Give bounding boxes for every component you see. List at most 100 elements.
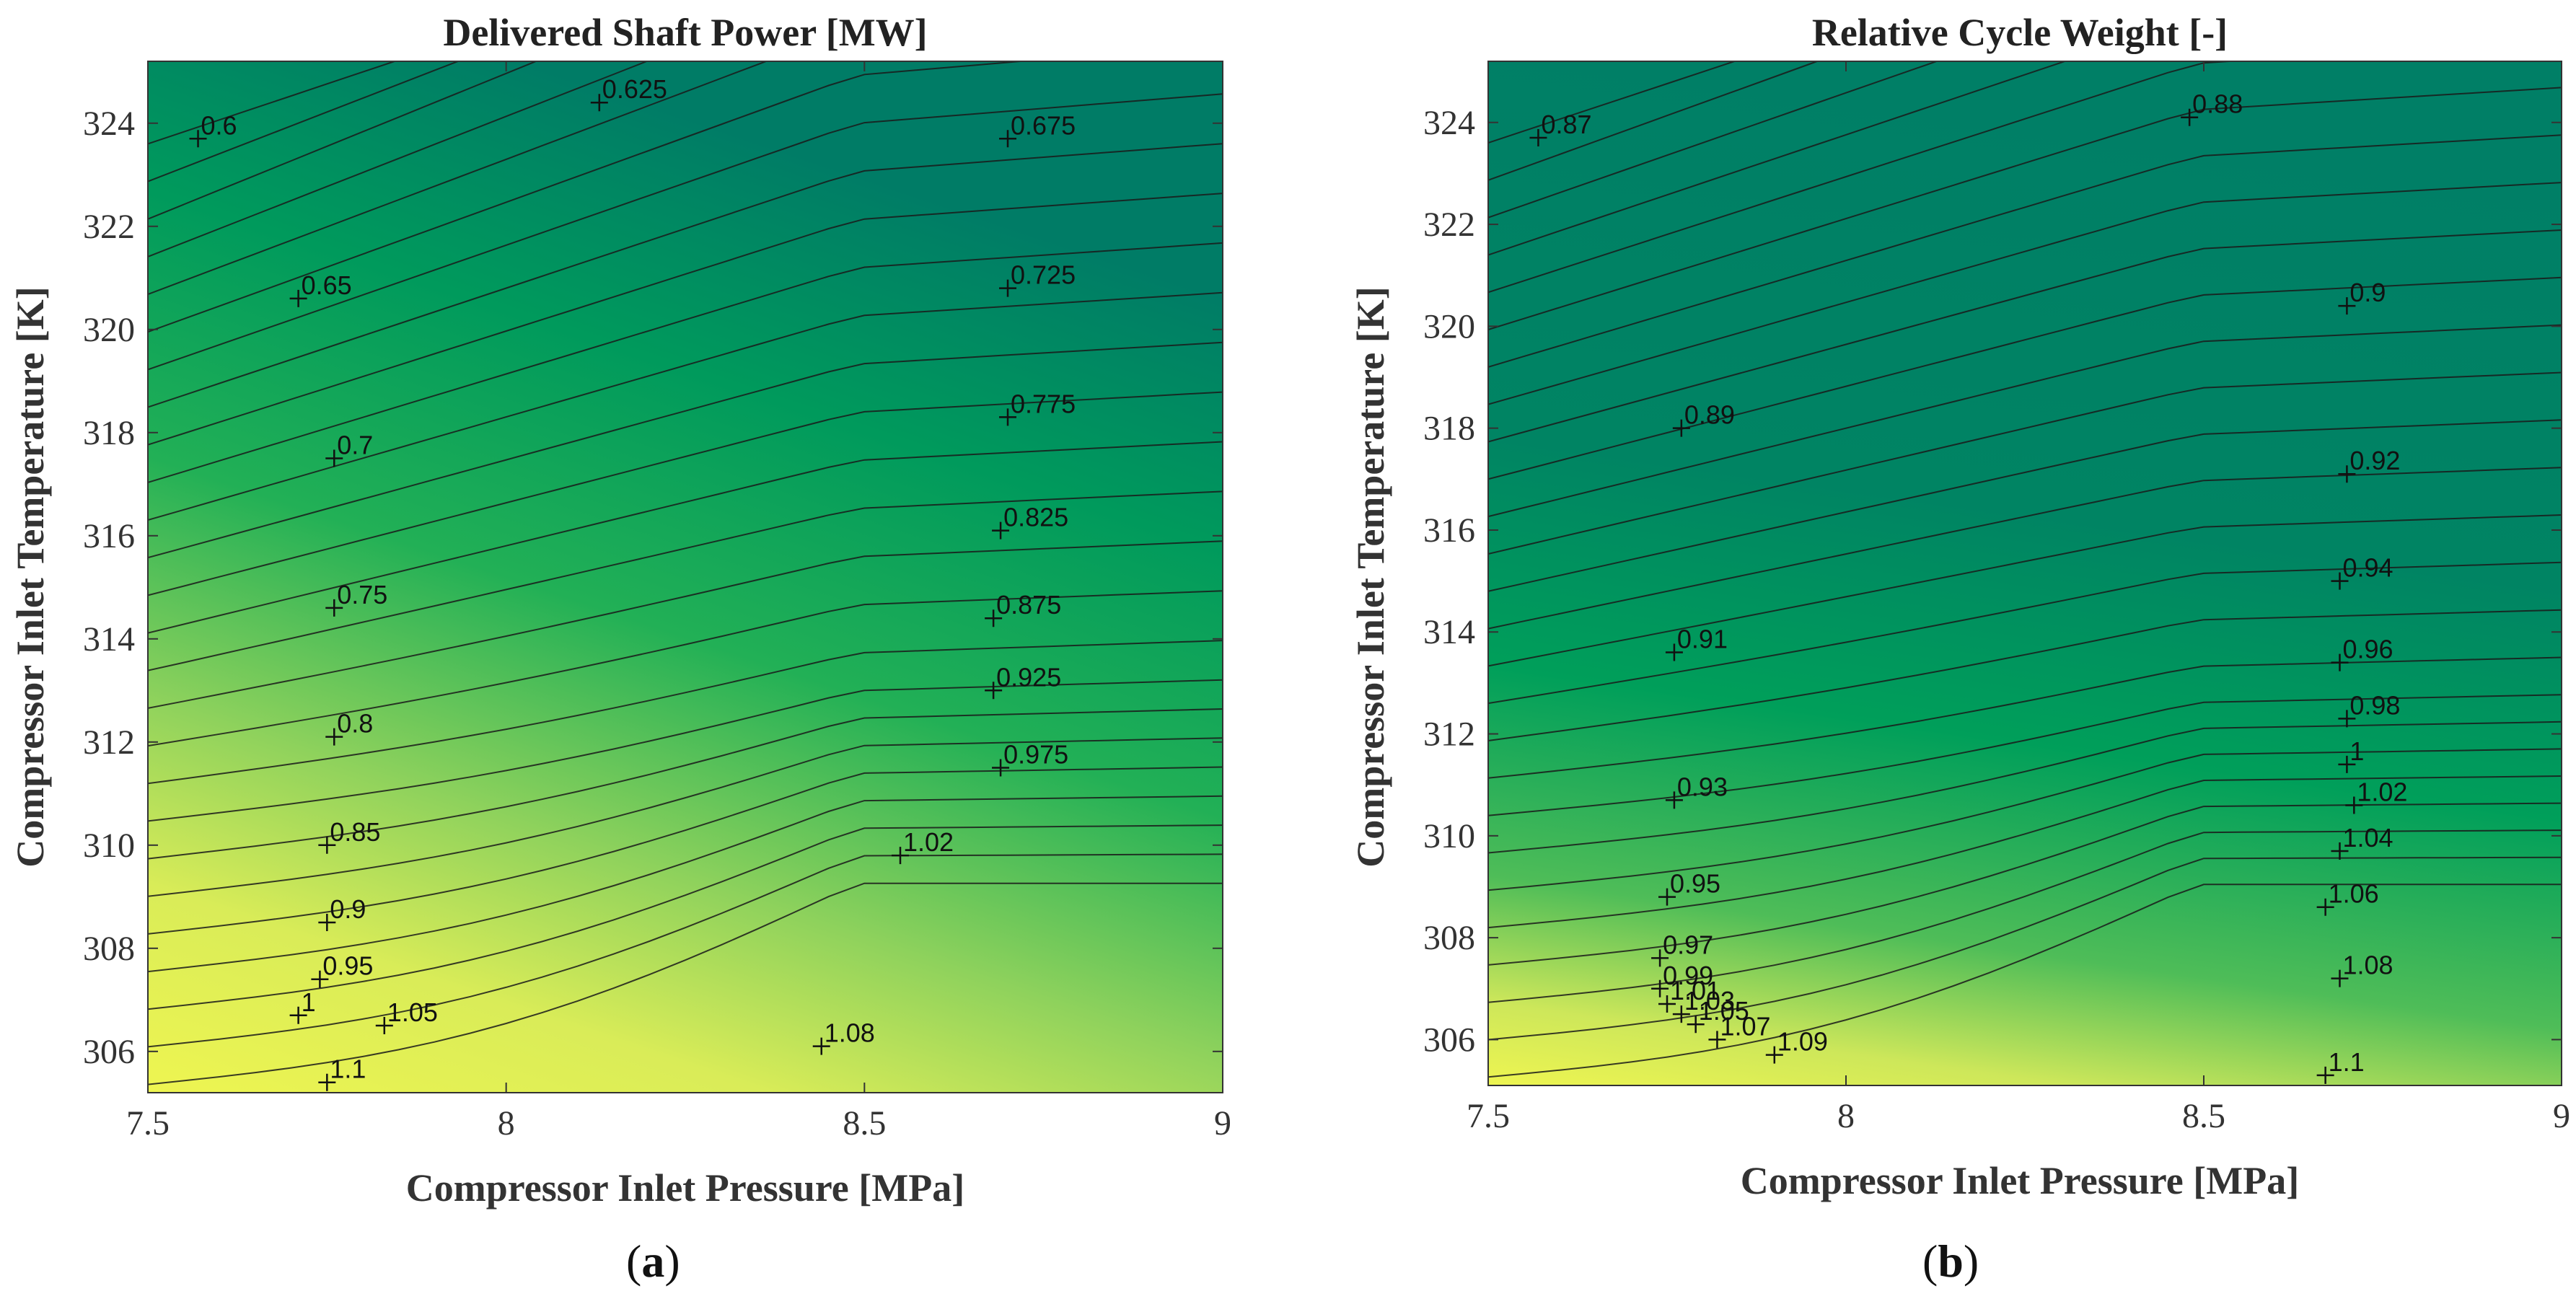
contour-line	[148, 640, 1223, 785]
contour-label: 0.675	[1011, 110, 1076, 140]
contour-label: 0.825	[1003, 503, 1068, 532]
contour-line	[1488, 609, 2562, 741]
contour-label: 1.05	[1699, 996, 1749, 1026]
contour-labels-b: 0.87 0.88 0.9 0.89 0.92 0.94 0.91 0.96 0.98 1 0.93…	[1529, 89, 2407, 1084]
contour-line	[148, 93, 1223, 371]
y-ticks-a: 306 308 310 312 314 316 318 320 322 324	[83, 105, 1223, 1071]
contour-line	[1488, 802, 2562, 966]
contour-label: 0.775	[1011, 389, 1076, 418]
contour-label-marker	[1765, 1046, 1783, 1064]
contour-label-marker	[1658, 888, 1676, 906]
contour-label-marker	[1665, 643, 1683, 661]
contour-lines-b	[1488, 61, 2562, 1078]
contour-line	[1488, 884, 2562, 1078]
contour-label: 0.99	[1663, 961, 1713, 990]
contour-line	[148, 61, 1029, 333]
chart-title-b: Relative Cycle Weight [-]	[1812, 11, 2228, 54]
contour-label-marker	[289, 1006, 307, 1024]
contour-label-marker	[1672, 1005, 1690, 1023]
contour-label: 0.6	[201, 110, 237, 140]
contour-line	[148, 679, 1223, 822]
x-axis-label-a: Compressor Inlet Pressure [MPa]	[406, 1166, 964, 1210]
contour-line	[1488, 656, 2562, 779]
y-tick-label: 310	[1423, 817, 1475, 855]
contour-line	[1488, 748, 2562, 891]
contour-line	[1488, 61, 1737, 144]
x-ticks-a: 7.5 8 8.5 9	[126, 61, 1231, 1142]
contour-label-marker	[590, 94, 608, 112]
y-tick-label: 324	[1423, 104, 1475, 142]
contour-label-marker	[325, 599, 343, 617]
contour-label-marker	[325, 728, 343, 746]
caption-a-letter: a	[641, 1235, 664, 1287]
y-tick-label: 314	[1423, 613, 1475, 651]
contour-line	[1488, 467, 2562, 630]
x-tick-label: 8	[498, 1104, 515, 1142]
contour-label: 0.9	[330, 894, 366, 924]
y-tick-label: 320	[83, 311, 135, 349]
x-tick-label: 8	[1837, 1097, 1855, 1135]
contour-line	[148, 590, 1223, 747]
contour-label-marker	[2316, 1066, 2334, 1084]
contour-line	[1488, 856, 2562, 1041]
contour-labels-a: 0.6 0.625 0.675 0.65 0.725 0.7 0.775 0.825 0.75 0…	[189, 74, 1076, 1091]
caption-b-letter: b	[1938, 1235, 1964, 1287]
contour-label-marker	[2331, 969, 2349, 987]
y-axis-label-a: Compressor Inlet Temperature [K]	[9, 286, 52, 867]
contour-label: 1.04	[2342, 823, 2393, 853]
contour-label-marker	[999, 130, 1016, 148]
contour-line	[148, 795, 1223, 973]
y-ticks-b: 306 308 310 312 314 316 318 320 322 324	[1423, 104, 2562, 1059]
contour-label: 0.96	[2342, 635, 2393, 664]
caption-a: (a)	[626, 1235, 680, 1287]
y-tick-label: 312	[1423, 715, 1475, 754]
contour-label-marker	[1665, 791, 1683, 809]
contour-line	[1488, 61, 1820, 181]
contour-label-marker	[375, 1017, 393, 1035]
contour-label-marker	[2338, 755, 2356, 773]
contour-label: 1.06	[2329, 879, 2379, 909]
contour-label: 0.95	[322, 951, 373, 981]
contour-label: 1.08	[2342, 951, 2393, 980]
y-tick-label: 306	[1423, 1021, 1475, 1059]
x-tick-label: 8.5	[2182, 1097, 2225, 1135]
contour-line	[1488, 61, 2241, 294]
y-tick-label: 316	[83, 517, 135, 555]
contour-label: 0.975	[1003, 740, 1068, 770]
contour-label: 1.1	[2329, 1047, 2365, 1077]
contour-label-marker	[289, 289, 307, 307]
contour-label: 0.93	[1677, 772, 1728, 801]
contour-label: 1.1	[330, 1054, 366, 1084]
contour-label-marker	[2345, 796, 2363, 814]
contour-label: 0.95	[1670, 869, 1720, 899]
plot-area-a	[148, 61, 1223, 1093]
y-tick-label: 320	[1423, 307, 1475, 345]
contour-line	[148, 441, 1223, 634]
y-tick-label: 318	[83, 414, 135, 452]
y-tick-label: 316	[1423, 511, 1475, 550]
contour-line	[1488, 829, 2562, 1003]
contour-label-marker	[2338, 465, 2356, 483]
x-ticks-b: 7.5 8 8.5 9	[1467, 61, 2570, 1135]
contour-label: 0.8	[337, 709, 373, 739]
plot-frame-b	[1487, 61, 2562, 1086]
contour-label: 0.875	[996, 590, 1061, 620]
contour-line	[148, 540, 1223, 709]
contour-line	[148, 341, 1223, 559]
contour-label: 0.9	[2349, 278, 2386, 307]
x-tick-label: 8.5	[843, 1104, 886, 1142]
contour-label-marker	[999, 279, 1016, 297]
contour-label-marker	[1651, 979, 1669, 997]
x-tick-label: 9	[1214, 1104, 1231, 1142]
contour-label: 0.75	[337, 580, 387, 609]
y-tick-label: 322	[83, 208, 135, 246]
contour-label: 0.925	[996, 662, 1061, 692]
contour-label-marker	[992, 759, 1010, 777]
y-tick-label: 318	[1423, 410, 1475, 448]
contour-label-marker	[1658, 995, 1676, 1013]
caption-b: (b)	[1922, 1235, 1979, 1287]
contour-line	[148, 490, 1223, 671]
contour-line	[1488, 324, 2562, 518]
x-axis-label-b: Compressor Inlet Pressure [MPa]	[1741, 1159, 2299, 1202]
